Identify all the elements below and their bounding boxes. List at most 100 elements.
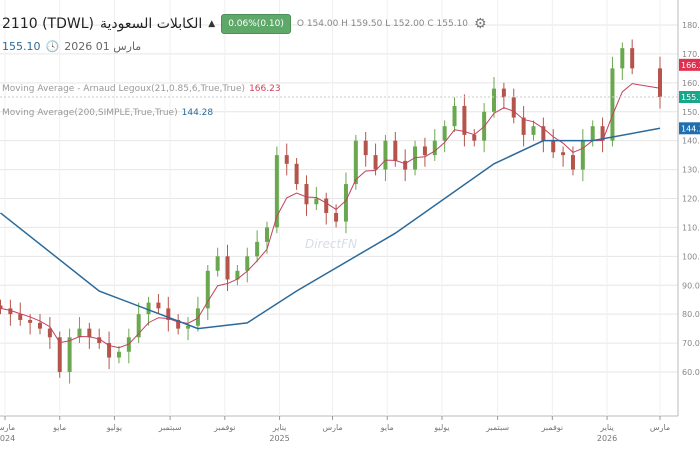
candle-body: [225, 256, 230, 280]
candle-body: [176, 319, 181, 329]
y-tick-label: 90.00: [682, 281, 700, 290]
candle-body: [28, 319, 33, 323]
candle-body: [343, 184, 348, 222]
candles: [0, 39, 662, 384]
candle-body: [353, 140, 358, 185]
candle-body: [373, 155, 378, 170]
candle-body: [521, 117, 526, 135]
price-tag: [679, 91, 700, 104]
candle-body: [610, 68, 615, 141]
candle-body: [511, 97, 516, 118]
last-price: 155.10: [2, 40, 41, 53]
price-tag-label: 144.28: [681, 124, 700, 133]
gear-icon[interactable]: ⚙: [474, 16, 487, 32]
ohlc-values: O 154.00 H 159.50 L 152.00 C 155.10: [296, 19, 469, 29]
legend-sma[interactable]: Moving Average(200,SIMPLE,True,True) 144.…: [2, 108, 213, 118]
symbol-code: 2110 (TDWL): [2, 16, 94, 32]
candle-body: [0, 305, 3, 309]
price-line: 155.10 🕓 مارس 01 2026: [2, 40, 141, 53]
candle-body: [580, 140, 585, 170]
y-tick-label: 60.00: [682, 368, 700, 377]
candle-body: [8, 308, 13, 315]
price-tag: [679, 122, 700, 135]
y-tick-label: 180.00: [682, 21, 700, 30]
clock-icon: 🕓: [45, 40, 60, 53]
x-tick-year: 2025: [269, 434, 289, 443]
candle-body: [462, 105, 467, 135]
candle-body: [472, 134, 477, 141]
candle-body: [274, 155, 279, 228]
candle-body: [37, 322, 42, 329]
y-tick-label: 130.00: [682, 166, 700, 175]
candle-body: [284, 155, 289, 164]
candle-body: [245, 256, 250, 271]
x-tick-label: مارس: [322, 423, 342, 432]
candle-body: [541, 126, 546, 141]
candle-body: [551, 140, 556, 153]
x-tick-label: سبتمبر: [158, 423, 182, 432]
candle-body: [57, 337, 62, 372]
y-tick-label: 170.00: [682, 50, 700, 59]
company-name: الكابلات السعودية: [99, 16, 203, 32]
candle-body: [620, 48, 625, 69]
legend-alma[interactable]: Moving Average - Arnaud Legoux(21,0.85,6…: [2, 84, 281, 94]
x-tick-label: يناير: [272, 423, 287, 432]
legend-label: Moving Average - Arnaud Legoux(21,0.85,6…: [2, 84, 246, 94]
x-tick-label: مارس: [650, 423, 670, 432]
candle-body: [166, 308, 171, 320]
candle-body: [324, 198, 329, 213]
candle-body: [403, 160, 408, 170]
price-tag-label: 166.23: [681, 61, 700, 70]
candle-body: [294, 163, 299, 185]
y-tick-label: 150.00: [682, 108, 700, 117]
candle-body: [531, 126, 536, 135]
x-tick-label: يناير: [599, 423, 614, 432]
y-tick-label: 80.00: [682, 310, 700, 319]
candle-body: [590, 126, 595, 141]
candle-body: [107, 343, 112, 358]
alma-line: [0, 83, 661, 349]
x-tick-label: نوفمبر: [541, 423, 564, 432]
candle-body: [314, 198, 319, 205]
x-tick-label: مايو: [380, 423, 394, 432]
watermark: DirectFN: [305, 237, 357, 251]
x-tick-label: مارس: [0, 423, 15, 432]
candle-body: [561, 152, 566, 156]
legend-label: Moving Average(200,SIMPLE,True,True): [2, 108, 178, 118]
x-tick-label: يوليو: [433, 423, 449, 432]
candle-body: [156, 302, 161, 309]
y-tick-label: 70.00: [682, 339, 700, 348]
x-tick-label: مايو: [52, 423, 66, 432]
candle-body: [383, 140, 388, 170]
candle-body: [452, 105, 457, 127]
up-arrow-icon: ▲: [208, 19, 216, 29]
candle-body: [334, 212, 339, 222]
candle-body: [600, 126, 605, 141]
x-tick-year: 2026: [597, 434, 617, 443]
chart-header: 2110 (TDWL) الكابلات السعودية ▲ 0.06%(0.…: [2, 14, 487, 34]
candle-body: [97, 337, 102, 344]
x-tick-label: سبتمبر: [485, 423, 509, 432]
candle-body: [442, 126, 447, 141]
candle-body: [492, 88, 497, 112]
candle-body: [304, 184, 309, 205]
candle-body: [630, 48, 635, 69]
candle-body: [47, 328, 52, 338]
legend-value: 166.23: [249, 84, 281, 94]
y-tick-label: 140.00: [682, 137, 700, 146]
x-tick-label: نوفمبر: [213, 423, 236, 432]
price-date: مارس 01 2026: [64, 40, 142, 53]
candle-body: [658, 68, 662, 98]
candle-body: [195, 308, 200, 326]
candle-body: [87, 328, 92, 338]
legend-value: 144.28: [181, 108, 214, 118]
sma200-line: [0, 127, 661, 330]
candle-body: [116, 351, 121, 358]
candle-body: [77, 328, 82, 338]
y-tick-label: 100.00: [682, 252, 700, 261]
candle-body: [422, 146, 427, 156]
x-tick-label: يوليو: [106, 423, 122, 432]
candle-body: [136, 314, 141, 338]
price-tag-label: 155.10: [681, 93, 700, 102]
